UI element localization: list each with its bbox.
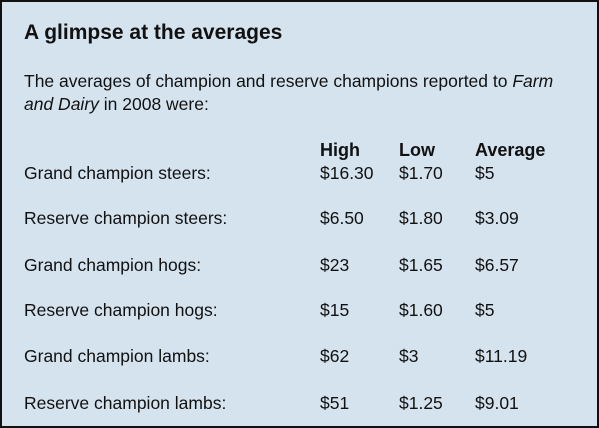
header-low: Low <box>399 140 435 160</box>
row-average: $6.57 <box>475 255 519 275</box>
row-low: $1.25 <box>399 393 443 413</box>
box-title: A glimpse at the averages <box>24 21 283 44</box>
row-low: $1.80 <box>399 208 443 228</box>
publication-name: Farm and Dairy <box>24 71 554 114</box>
row-label: Reserve champion steers: <box>24 208 228 228</box>
intro-text: The averages of champion and reserve cha… <box>24 70 584 116</box>
row-average: $5 <box>475 163 495 183</box>
intro-after: in 2008 were: <box>98 94 209 114</box>
row-label: Grand champion lambs: <box>24 346 210 366</box>
row-average: $5 <box>475 300 495 320</box>
row-low: $3 <box>399 346 419 366</box>
row-high: $6.50 <box>320 208 364 228</box>
intro-before: The averages of champion and reserve cha… <box>24 71 513 91</box>
header-high: High <box>320 140 360 160</box>
row-label: Grand champion steers: <box>24 163 211 183</box>
row-low: $1.65 <box>399 255 443 275</box>
row-high: $51 <box>320 393 350 413</box>
row-label: Grand champion hogs: <box>24 255 202 275</box>
row-high: $23 <box>320 255 350 275</box>
row-label: Reserve champion hogs: <box>24 300 218 320</box>
row-low: $1.70 <box>399 163 443 183</box>
row-high: $16.30 <box>320 163 374 183</box>
row-average: $11.19 <box>475 346 528 366</box>
header-average: Average <box>475 140 546 160</box>
row-low: $1.60 <box>399 300 443 320</box>
row-average: $9.01 <box>475 393 519 413</box>
row-high: $62 <box>320 346 350 366</box>
row-high: $15 <box>320 300 350 320</box>
row-label: Reserve champion lambs: <box>24 393 227 413</box>
row-average: $3.09 <box>475 208 519 228</box>
